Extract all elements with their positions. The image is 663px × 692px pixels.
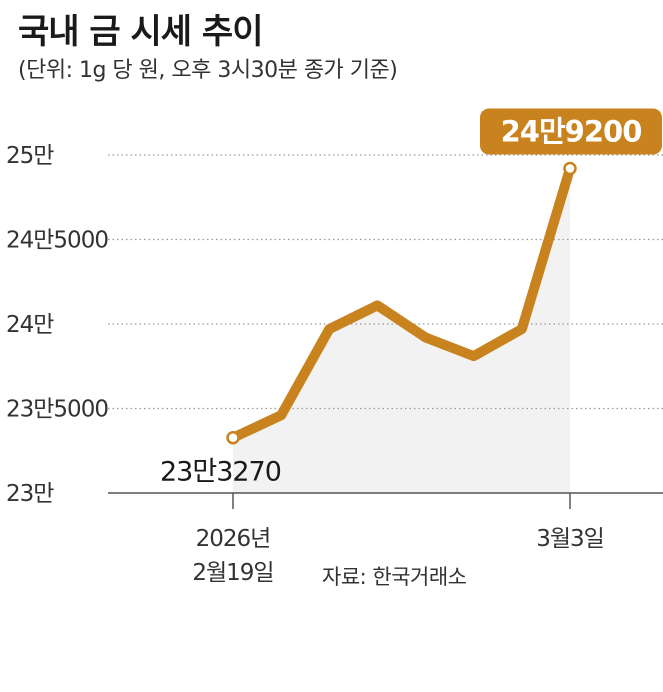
chart-subtitle: (단위: 1g 당 원, 오후 3시30분 종가 기준)	[18, 58, 398, 83]
y-tick-label-3: 24만5000	[6, 228, 108, 254]
axis-layer: 23만 23만5000 24만 24만5000 25만 2026년 2월19일 3월3일	[6, 143, 663, 586]
data-point-7	[563, 161, 577, 176]
data-point-0	[226, 430, 240, 445]
label-layer: 23만3270 24만9200	[160, 108, 662, 488]
data-label-0: 23만3270	[160, 457, 281, 488]
y-tick-label-0: 23만	[6, 481, 54, 507]
y-tick-label-4: 25만	[6, 143, 54, 169]
area-fill	[233, 168, 570, 493]
series-line	[228, 163, 575, 443]
y-tick-label-2: 24만	[6, 312, 54, 338]
y-tick-label-1: 23만5000	[6, 397, 108, 423]
point-layer	[226, 161, 577, 445]
chart-title: 국내 금 시세 추이	[18, 12, 263, 52]
line-layer	[228, 163, 575, 443]
source-note: 자료: 한국거래소	[322, 565, 467, 589]
x-tick-label-0-1: 2월19일	[192, 560, 273, 586]
data-label-7: 24만9200	[501, 115, 642, 149]
area-layer	[233, 168, 570, 493]
x-tick-label-1-0: 3월3일	[536, 526, 604, 552]
data-label-box-7	[480, 108, 662, 155]
x-tick-label-0-0: 2026년	[196, 526, 271, 552]
